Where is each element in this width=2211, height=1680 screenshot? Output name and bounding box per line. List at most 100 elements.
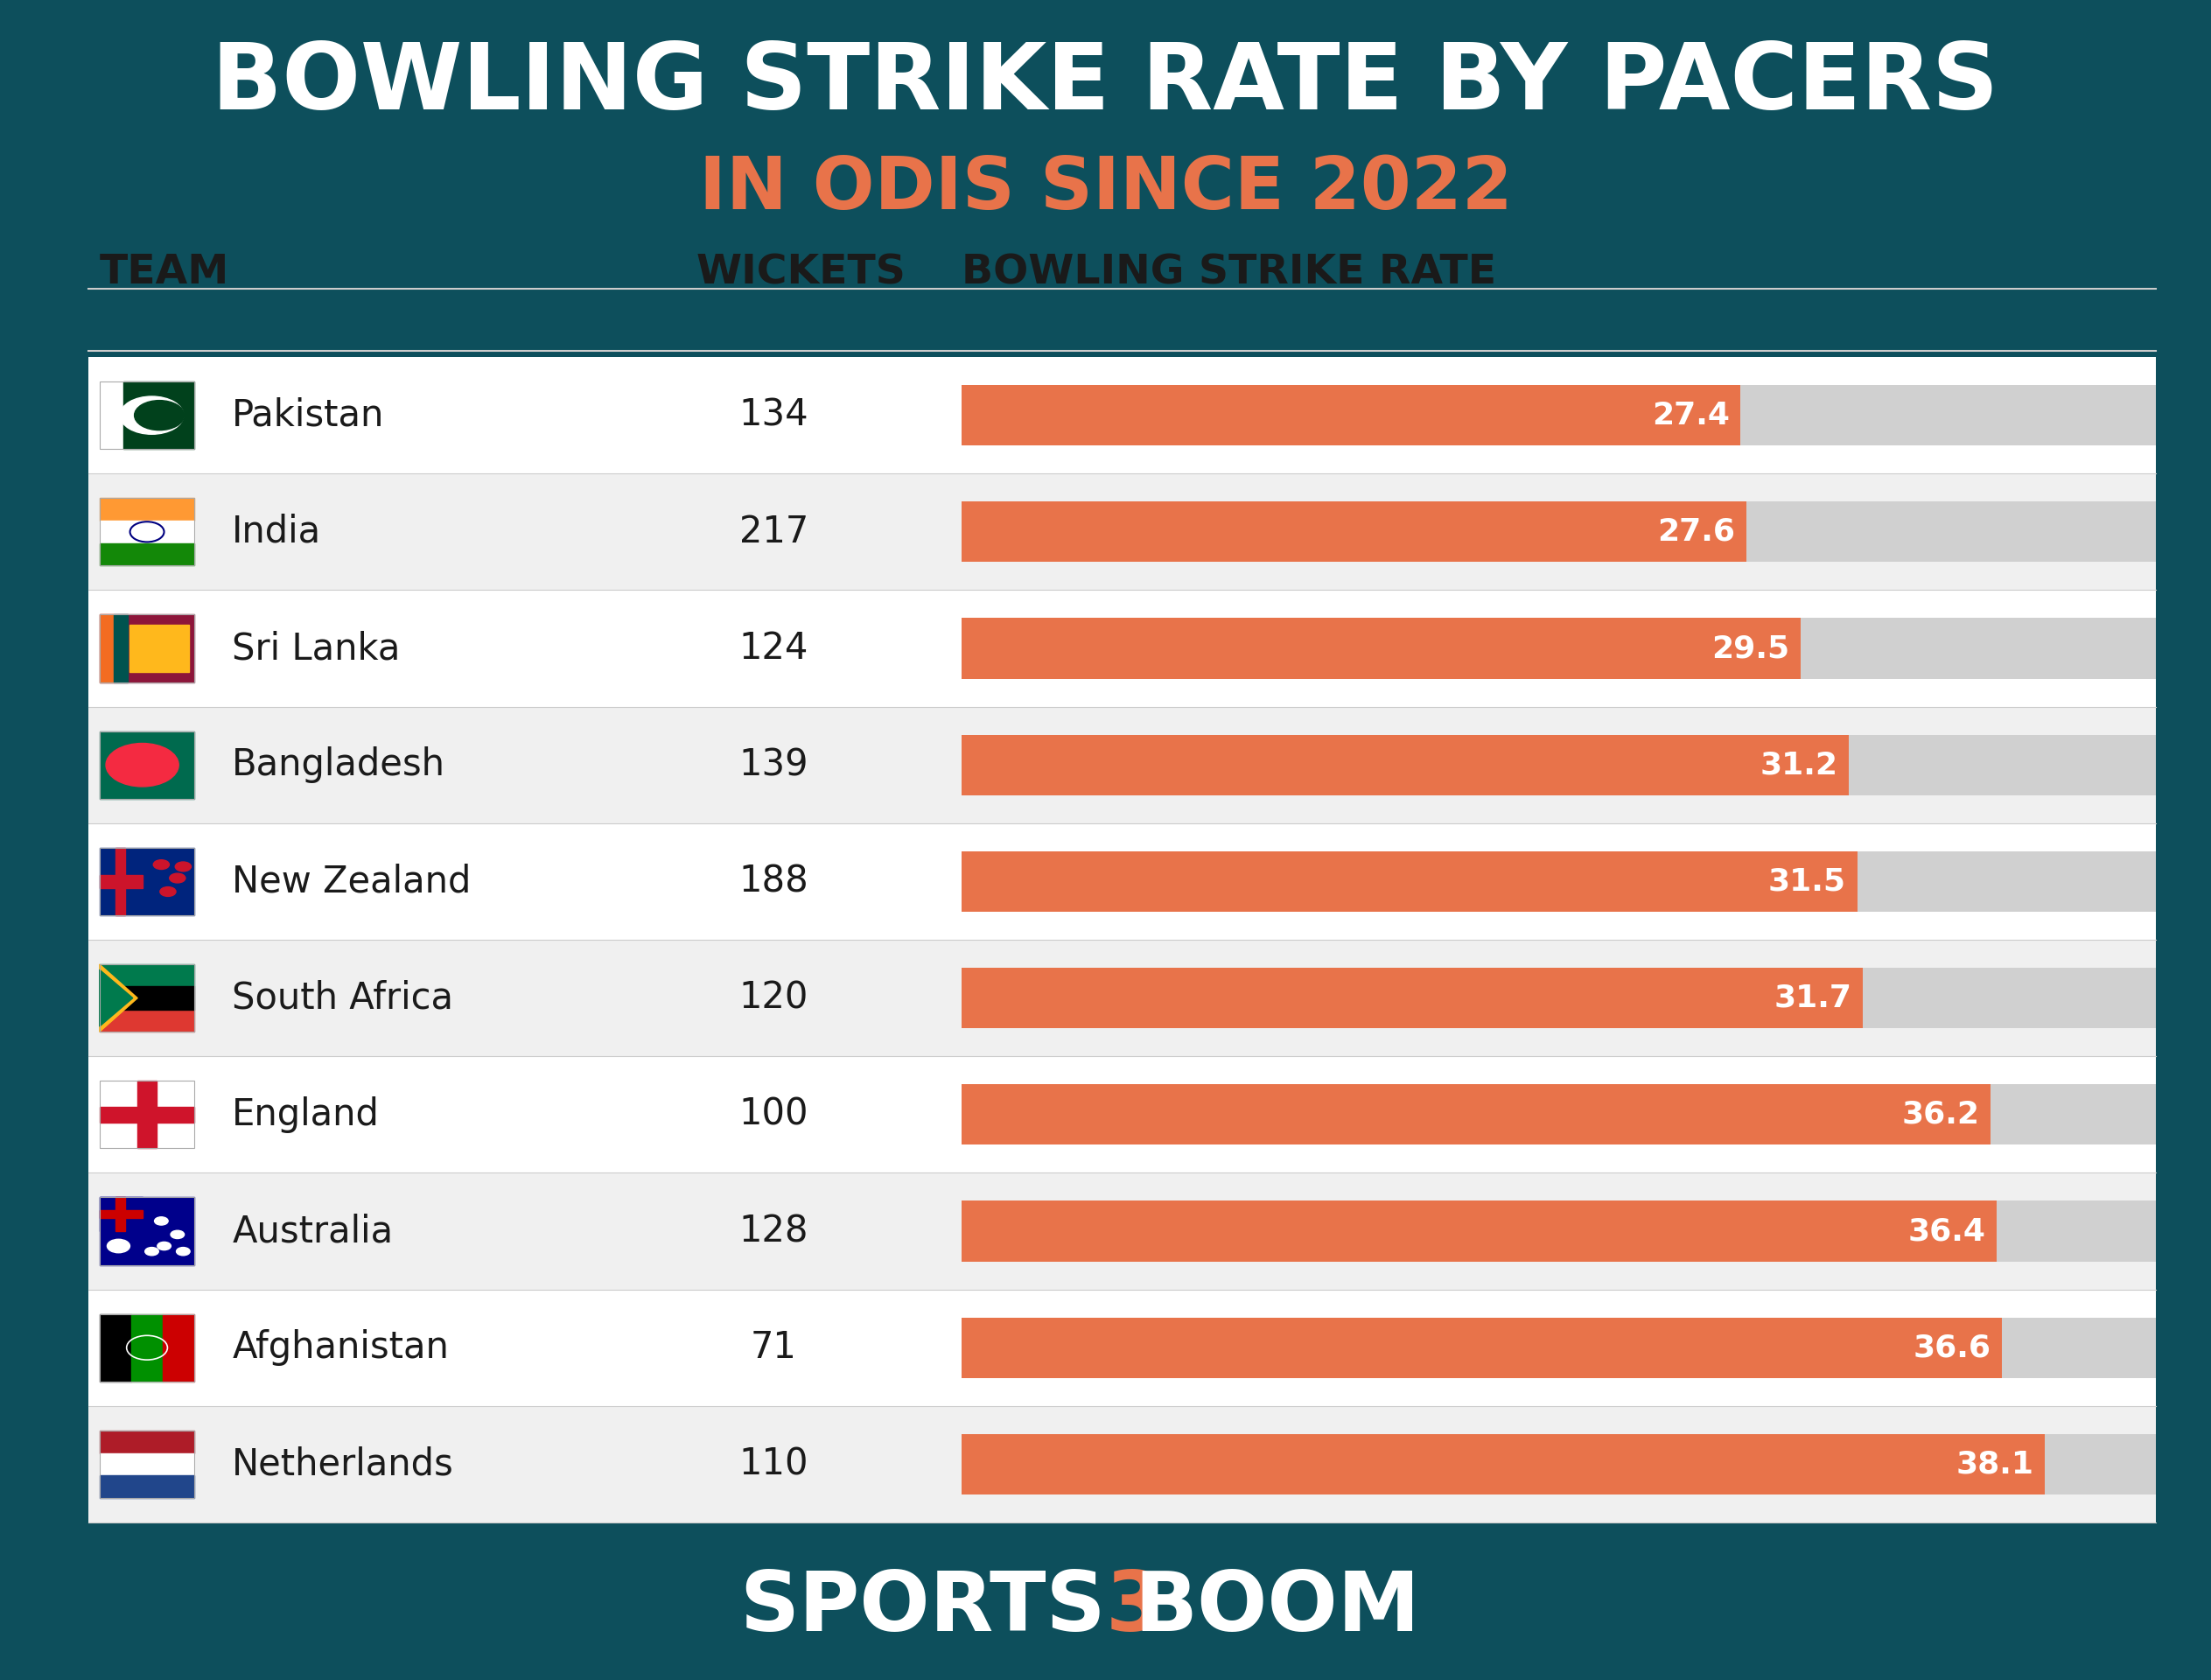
Text: New Zealand: New Zealand bbox=[232, 864, 471, 900]
Bar bbox=[88, 707, 2156, 823]
Bar bbox=[99, 848, 195, 916]
Bar bbox=[99, 1198, 142, 1231]
Bar bbox=[99, 1198, 195, 1265]
Bar bbox=[99, 497, 195, 566]
Circle shape bbox=[146, 1247, 159, 1255]
Text: BOWLING STRIKE RATE BY PACERS: BOWLING STRIKE RATE BY PACERS bbox=[212, 39, 1999, 129]
Text: India: India bbox=[232, 514, 321, 551]
Bar bbox=[962, 502, 2156, 563]
Circle shape bbox=[170, 1230, 184, 1238]
Bar bbox=[962, 502, 1747, 563]
Bar bbox=[99, 1210, 142, 1218]
Bar bbox=[137, 1080, 157, 1149]
Circle shape bbox=[106, 1240, 130, 1253]
Circle shape bbox=[135, 400, 184, 430]
Text: Pakistan: Pakistan bbox=[232, 396, 385, 433]
Text: 27.4: 27.4 bbox=[1652, 400, 1729, 430]
Bar bbox=[962, 1317, 2003, 1378]
Text: Bangladesh: Bangladesh bbox=[232, 746, 447, 783]
Text: 38.1: 38.1 bbox=[1957, 1450, 2034, 1478]
Bar bbox=[99, 731, 195, 798]
Circle shape bbox=[170, 874, 186, 884]
Bar bbox=[962, 968, 1864, 1028]
Bar bbox=[99, 1430, 195, 1499]
Circle shape bbox=[177, 1247, 190, 1255]
Bar bbox=[99, 497, 195, 521]
Bar bbox=[962, 618, 1800, 679]
Bar bbox=[99, 381, 195, 449]
Bar bbox=[130, 625, 188, 672]
Bar bbox=[99, 543, 195, 566]
Bar bbox=[99, 615, 195, 682]
Bar bbox=[99, 848, 195, 916]
Bar bbox=[962, 968, 2156, 1028]
Circle shape bbox=[159, 887, 177, 897]
Text: 134: 134 bbox=[738, 396, 809, 433]
Text: SPORTS: SPORTS bbox=[738, 1567, 1106, 1648]
Bar bbox=[88, 590, 2156, 707]
Text: 188: 188 bbox=[738, 864, 809, 900]
Bar bbox=[88, 1406, 2156, 1522]
Bar bbox=[88, 939, 2156, 1057]
Bar bbox=[962, 618, 2156, 679]
Text: 120: 120 bbox=[738, 979, 809, 1016]
Bar bbox=[99, 1314, 195, 1381]
Bar bbox=[88, 358, 2156, 474]
Bar bbox=[962, 852, 2156, 912]
Bar bbox=[88, 474, 2156, 590]
Circle shape bbox=[153, 860, 170, 869]
Bar bbox=[962, 1317, 2156, 1378]
Circle shape bbox=[175, 862, 190, 872]
Text: 29.5: 29.5 bbox=[1711, 633, 1789, 664]
Bar bbox=[99, 731, 195, 798]
Text: 36.4: 36.4 bbox=[1908, 1216, 1985, 1247]
Bar bbox=[99, 381, 124, 449]
Bar bbox=[962, 1084, 1990, 1144]
Bar bbox=[99, 964, 195, 986]
Circle shape bbox=[119, 396, 184, 433]
Bar bbox=[88, 1057, 2156, 1173]
Text: South Africa: South Africa bbox=[232, 979, 453, 1016]
Bar bbox=[99, 521, 195, 543]
Text: England: England bbox=[232, 1097, 380, 1132]
Polygon shape bbox=[99, 964, 137, 1032]
Bar bbox=[99, 1010, 195, 1032]
Text: 71: 71 bbox=[752, 1329, 796, 1366]
Bar bbox=[115, 848, 126, 916]
Text: 128: 128 bbox=[738, 1213, 809, 1250]
Polygon shape bbox=[99, 969, 133, 1026]
Bar bbox=[99, 1453, 195, 1475]
Text: BOOM: BOOM bbox=[1134, 1567, 1419, 1648]
Text: 27.6: 27.6 bbox=[1658, 517, 1736, 546]
Bar bbox=[962, 1435, 2156, 1495]
Text: Sri Lanka: Sri Lanka bbox=[232, 630, 400, 667]
Text: 110: 110 bbox=[738, 1446, 809, 1483]
Bar bbox=[962, 1084, 2156, 1144]
Bar bbox=[962, 385, 2156, 445]
Bar bbox=[99, 1430, 195, 1453]
Bar bbox=[99, 1107, 195, 1122]
Text: 217: 217 bbox=[738, 514, 809, 551]
Text: Netherlands: Netherlands bbox=[232, 1446, 453, 1483]
Bar bbox=[99, 615, 195, 682]
Circle shape bbox=[106, 743, 179, 786]
Text: 36.6: 36.6 bbox=[1913, 1332, 1992, 1362]
Bar bbox=[99, 1080, 195, 1149]
Bar bbox=[962, 734, 1848, 795]
Bar bbox=[115, 1198, 126, 1231]
Text: TEAM: TEAM bbox=[99, 254, 230, 292]
Text: 36.2: 36.2 bbox=[1901, 1100, 1979, 1129]
Bar bbox=[99, 615, 113, 682]
Circle shape bbox=[157, 1242, 170, 1250]
Bar bbox=[99, 1080, 195, 1149]
Bar bbox=[962, 385, 1740, 445]
Text: WICKETS: WICKETS bbox=[696, 254, 907, 292]
Bar bbox=[962, 1201, 2156, 1262]
Text: 3: 3 bbox=[1106, 1567, 1163, 1648]
Text: 31.2: 31.2 bbox=[1760, 749, 1837, 780]
Bar bbox=[962, 734, 2156, 795]
Bar bbox=[99, 875, 142, 889]
Bar bbox=[88, 823, 2156, 939]
Bar bbox=[113, 615, 128, 682]
Text: BOWLING STRIKE RATE: BOWLING STRIKE RATE bbox=[962, 254, 1497, 292]
